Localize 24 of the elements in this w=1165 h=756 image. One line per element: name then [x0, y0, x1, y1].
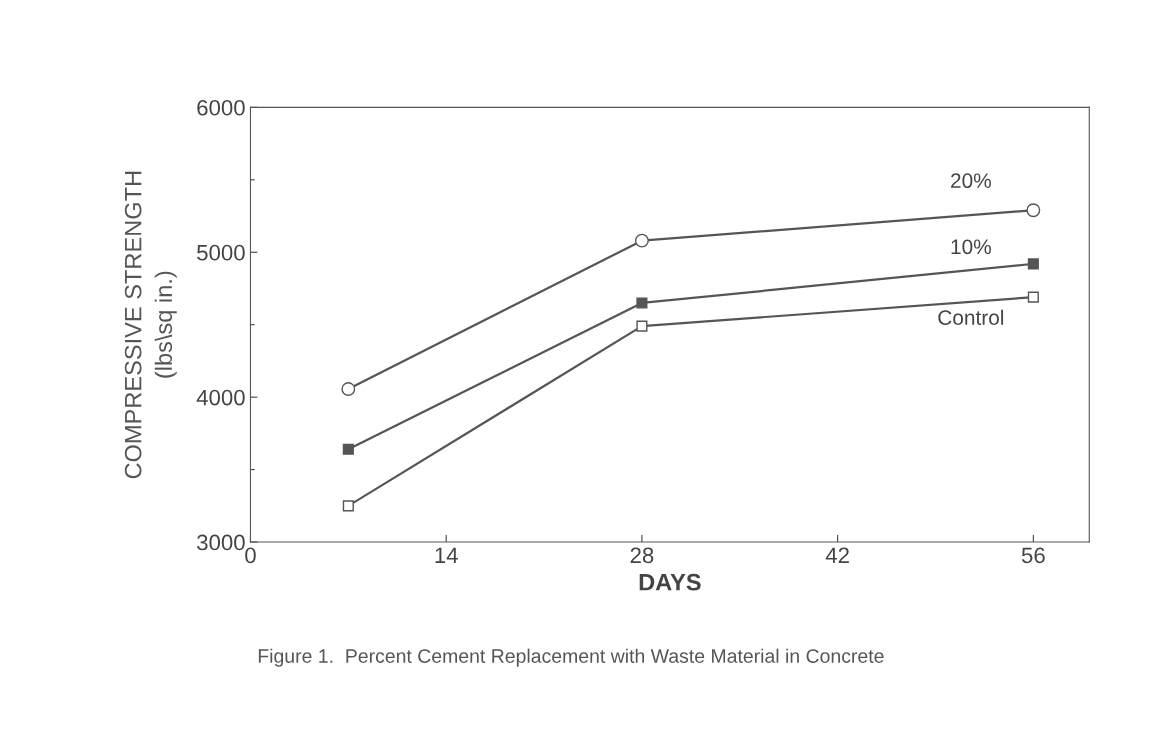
point [342, 443, 354, 455]
point [636, 297, 648, 309]
point [341, 382, 356, 396]
x-tick-label: 28 [630, 547, 654, 564]
point [636, 320, 648, 332]
series-label: 10% [951, 239, 991, 255]
point [1026, 203, 1041, 218]
y-tick-label: 5000 [197, 244, 245, 261]
y-axis-title: COMPRESSIVE STRENGTH (lbs\sq in.) [124, 171, 177, 479]
y-tick-label: 3000 [197, 534, 245, 551]
y-tick-label: 6000 [197, 99, 245, 116]
x-tick-label: 0 [245, 547, 256, 564]
caption: Figure 1. Percent Cement Replacement with Waste Material in Concrete [258, 648, 884, 667]
x-axis-title: DAYS [639, 573, 701, 591]
point [1027, 291, 1039, 303]
y-tick-label: 4000 [196, 389, 245, 406]
point [342, 500, 354, 512]
point [1027, 258, 1039, 270]
series-label: Control [938, 309, 1004, 325]
x-tick-label: 56 [1021, 547, 1045, 564]
series-label: 20% [951, 173, 991, 189]
x-tick-label: 42 [825, 547, 849, 564]
x-tick-label: 14 [435, 547, 458, 564]
point [634, 233, 649, 248]
